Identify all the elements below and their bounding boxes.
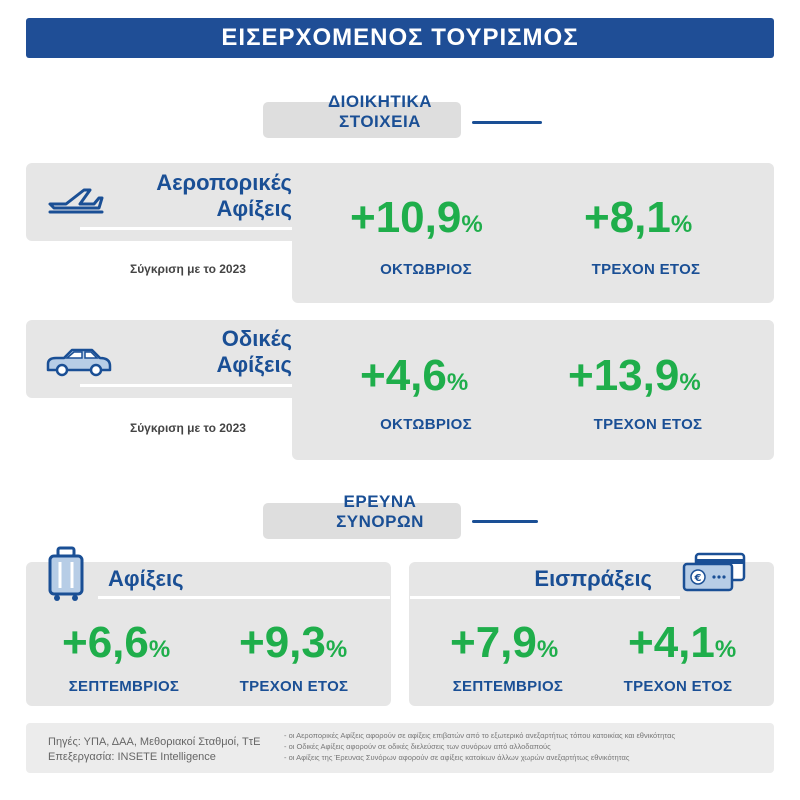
car-icon xyxy=(44,342,114,378)
comparison-note: Σύγκριση με το 2023 xyxy=(130,421,246,435)
title-underline xyxy=(410,596,680,599)
section-divider xyxy=(472,520,538,523)
section-label-box xyxy=(263,102,461,138)
percent-sign: % xyxy=(461,211,483,238)
section-title-border-survey: ΕΡΕΥΝΑ ΣΥΝΟΡΩΝ xyxy=(300,492,460,532)
survey-arrivals-title: Αφίξεις xyxy=(108,566,184,591)
survey-arrivals-ytd-label: ΤΡΕΧΟΝ ΕΤΟΣ xyxy=(239,678,349,695)
note-item: - οι Οδικές Αφίξεις αφορούν σε οδικές δι… xyxy=(284,742,551,751)
road-ytd-label: ΤΡΕΧΟΝ ΕΤΟΣ xyxy=(593,416,703,433)
survey-receipts-month-change: +7,9% xyxy=(450,621,558,672)
road-arrivals-card xyxy=(292,320,774,460)
percent-sign: % xyxy=(446,369,469,396)
percent-sign: % xyxy=(325,636,348,663)
survey-arrivals-ytd-change: +9,3% xyxy=(239,621,347,672)
road-arrivals-title: Οδικές Αφίξεις xyxy=(110,326,292,378)
value: +4,1 xyxy=(628,618,715,667)
title-underline xyxy=(80,384,292,387)
title-underline xyxy=(80,227,292,230)
percent-sign: % xyxy=(670,211,693,238)
percent-sign: % xyxy=(148,636,171,663)
value: +9,3 xyxy=(239,618,326,667)
air-arrivals-card xyxy=(292,163,774,303)
air-ytd-label: ΤΡΕΧΟΝ ΕΤΟΣ xyxy=(591,261,701,278)
suitcase-icon xyxy=(46,546,86,602)
value: +6,6 xyxy=(62,618,149,667)
percent-sign: % xyxy=(679,369,701,396)
section-divider xyxy=(472,121,542,124)
survey-receipts-ytd-change: +4,1% xyxy=(628,621,736,672)
percent-sign: % xyxy=(714,636,737,663)
footer-notes: - οι Αεροπορικές Αφίξεις αφορούν σε αφίξ… xyxy=(284,730,770,763)
value: +10,9 xyxy=(350,193,462,242)
road-month-label: ΟΚΤΩΒΡΙΟΣ xyxy=(380,416,472,433)
air-month-label: ΟΚΤΩΒΡΙΟΣ xyxy=(380,261,472,278)
section-title-line1: ΔΙΟΙΚΗΤΙΚΑ xyxy=(327,92,433,111)
section-title-administrative: ΔΙΟΙΚΗΤΙΚΑ ΣΤΟΙΧΕΙΑ xyxy=(300,92,460,132)
note-item: - οι Αεροπορικές Αφίξεις αφορούν σε αφίξ… xyxy=(284,731,676,740)
survey-arrivals-month-change: +6,6% xyxy=(62,621,170,672)
survey-receipts-title: Εισπράξεις xyxy=(534,566,652,591)
air-arrivals-title: Αεροπορικές Αφίξεις xyxy=(110,170,292,222)
section-label-box xyxy=(263,503,461,539)
road-title-line1: Οδικές xyxy=(221,326,292,351)
section-title-line1: ΕΡΕΥΝΑ xyxy=(343,492,417,511)
survey-receipts-ytd-label: ΤΡΕΧΟΝ ΕΤΟΣ xyxy=(623,678,733,695)
survey-arrivals-month-label: ΣΕΠΤΕΜΒΡΙΟΣ xyxy=(68,678,180,695)
credit-card-icon: € xyxy=(682,552,748,594)
section-title-line2: ΣΥΝΟΡΩΝ xyxy=(336,512,424,531)
footer-sources: Πηγές: ΥΠΑ, ΔΑΑ, Μεθοριακοί Σταθμοί, ΤτΕ… xyxy=(48,735,260,765)
road-title-line2: Αφίξεις xyxy=(216,352,292,377)
page-title: ΕΙΣΕΡΧΟΜΕΝΟΣ ΤΟΥΡΙΣΜΟΣ xyxy=(26,18,774,58)
road-month-change: +4,6% xyxy=(360,354,468,405)
air-title-line1: Αεροπορικές xyxy=(156,170,292,195)
percent-sign: % xyxy=(536,636,559,663)
svg-text:€: € xyxy=(694,573,702,584)
road-ytd-change: +13,9% xyxy=(568,354,701,405)
survey-receipts-month-label: ΣΕΠΤΕΜΒΡΙΟΣ xyxy=(452,678,564,695)
title-underline xyxy=(98,596,390,599)
processing-text: Επεξεργασία: INSETE Intelligence xyxy=(48,751,216,763)
sources-text: Πηγές: ΥΠΑ, ΔΑΑ, Μεθοριακοί Σταθμοί, ΤτΕ xyxy=(48,736,261,748)
value: +4,6 xyxy=(360,351,447,400)
air-ytd-change: +8,1% xyxy=(584,196,692,247)
value: +13,9 xyxy=(568,351,680,400)
airplane-icon xyxy=(44,178,106,214)
value: +7,9 xyxy=(450,618,537,667)
air-month-change: +10,9% xyxy=(350,196,483,247)
footer xyxy=(26,723,774,773)
value: +8,1 xyxy=(584,193,671,242)
comparison-note: Σύγκριση με το 2023 xyxy=(130,262,246,276)
note-item: - οι Αφίξεις της Έρευνας Συνόρων αφορούν… xyxy=(284,753,630,762)
section-title-line2: ΣΤΟΙΧΕΙΑ xyxy=(339,112,421,131)
survey-arrivals-card xyxy=(26,562,391,706)
air-title-line2: Αφίξεις xyxy=(216,196,292,221)
